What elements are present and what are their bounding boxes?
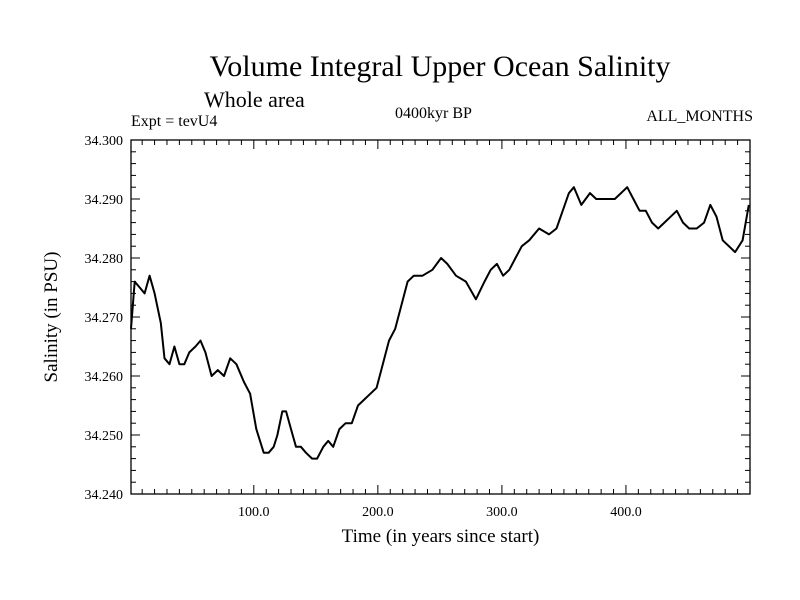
y-tick-label: 34.280 xyxy=(85,252,124,267)
y-tick-label: 34.250 xyxy=(85,429,124,444)
chart-title: Volume Integral Upper Ocean Salinity xyxy=(209,50,671,83)
chart-subtitle: Whole area xyxy=(204,87,305,112)
axis-ticks: 100.0 200.0 300.0 400.0 34.240 34.250 34.260 34… xyxy=(85,134,750,520)
x-axis-label: Time (in years since start) xyxy=(342,526,540,547)
epoch-label: 0400kyr BP xyxy=(395,105,472,122)
experiment-label: Expt = tevU4 xyxy=(131,113,218,130)
plot-frame xyxy=(130,139,751,495)
salinity-series-line xyxy=(130,186,750,460)
x-tick-label: 200.0 xyxy=(362,505,394,520)
y-tick-label: 34.290 xyxy=(85,193,124,208)
y-axis-label: Salinity (in PSU) xyxy=(41,252,62,383)
y-tick-label: 34.300 xyxy=(85,134,124,149)
x-tick-label: 100.0 xyxy=(238,505,270,520)
series-layer xyxy=(130,186,750,460)
x-tick-label: 300.0 xyxy=(486,505,518,520)
x-tick-label: 400.0 xyxy=(610,505,642,520)
months-label: ALL_MONTHS xyxy=(646,108,753,125)
y-tick-label: 34.240 xyxy=(85,488,124,503)
y-tick-label: 34.270 xyxy=(85,311,124,326)
y-tick-label: 34.260 xyxy=(85,370,124,385)
